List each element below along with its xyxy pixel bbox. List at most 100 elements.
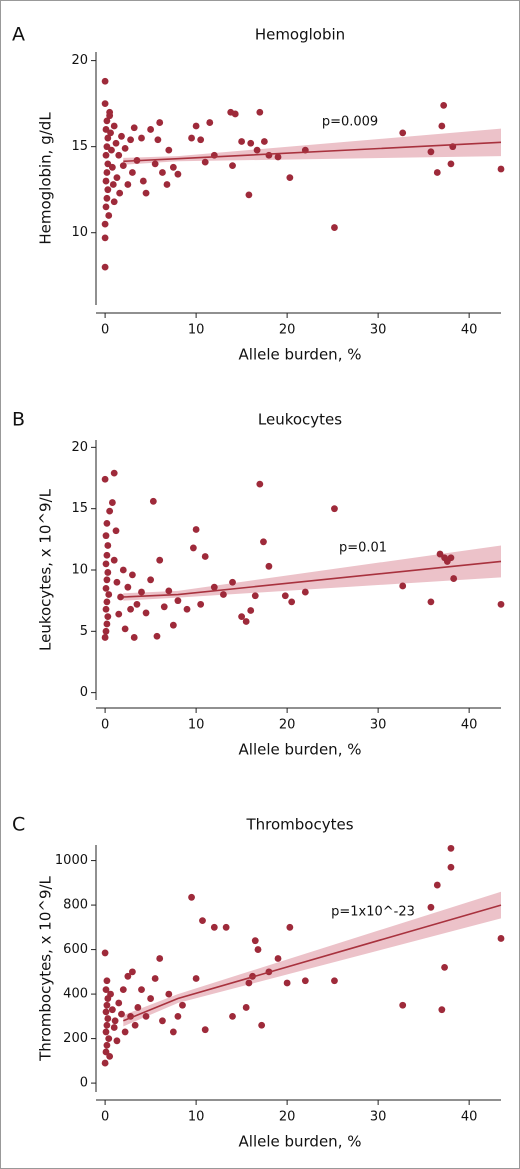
x-axis-label: Allele burden, %: [239, 1133, 362, 1151]
x-tick-label: 30: [370, 323, 387, 338]
data-point: [102, 560, 110, 568]
x-tick-label: 0: [101, 718, 109, 733]
data-point: [102, 177, 110, 185]
data-point: [103, 551, 111, 559]
y-tick-label: 20: [71, 440, 88, 455]
data-point: [156, 955, 164, 962]
data-point: [149, 497, 157, 505]
data-point: [108, 163, 116, 171]
panel-letter: A: [12, 24, 25, 46]
data-point: [210, 923, 218, 931]
annotation: p=1x10^-23: [331, 905, 415, 920]
data-point: [116, 189, 124, 197]
x-tick-label: 40: [461, 718, 478, 733]
confidence-band: [123, 545, 501, 601]
data-point: [138, 986, 145, 994]
data-point: [101, 949, 109, 957]
data-point: [104, 569, 112, 576]
data-point: [104, 134, 112, 142]
data-point: [110, 1024, 118, 1031]
data-point: [447, 863, 455, 871]
data-point: [497, 165, 505, 173]
data-point: [251, 592, 259, 600]
data-point: [103, 519, 111, 527]
data-point: [121, 1028, 129, 1036]
data-point: [127, 136, 134, 144]
data-point: [427, 598, 435, 606]
data-point: [124, 972, 132, 980]
data-point: [399, 129, 407, 137]
data-point: [113, 1037, 121, 1045]
data-point: [119, 986, 127, 994]
y-axis-label: Hemoglobin, g/dL: [37, 112, 55, 245]
data-point: [188, 134, 195, 142]
data-point: [112, 139, 120, 147]
data-point: [165, 587, 173, 595]
data-point: [447, 554, 455, 562]
data-point: [274, 955, 282, 962]
panel-letter: B: [12, 409, 25, 431]
data-point: [265, 151, 273, 159]
data-point: [247, 139, 255, 147]
data-point: [102, 532, 110, 540]
data-point: [192, 122, 200, 130]
data-point: [113, 578, 121, 586]
data-point: [179, 1001, 186, 1009]
data-point: [265, 562, 273, 570]
data-point: [331, 505, 338, 513]
y-tick-label: 800: [63, 898, 88, 913]
data-point: [102, 1028, 110, 1036]
data-point: [117, 593, 124, 601]
annotation: p=0.009: [322, 115, 378, 130]
data-point: [450, 575, 458, 582]
data-point: [238, 138, 246, 145]
data-point: [118, 132, 125, 140]
data-point: [134, 1004, 142, 1011]
y-tick-label: 600: [63, 942, 88, 957]
y-tick-label: 200: [63, 1031, 88, 1046]
data-point: [165, 146, 173, 154]
data-point: [109, 181, 117, 188]
annotation: p=0.01: [339, 541, 387, 556]
data-point: [399, 582, 407, 590]
y-tick-label: 15: [71, 139, 88, 154]
y-tick-label: 10: [71, 563, 88, 578]
data-point: [222, 923, 230, 931]
data-point: [115, 999, 123, 1007]
y-tick-label: 0: [80, 685, 88, 700]
data-point: [201, 158, 209, 166]
data-point: [102, 605, 110, 613]
data-point: [497, 935, 505, 942]
x-tick-label: 10: [188, 718, 205, 733]
data-point: [197, 136, 205, 144]
data-point: [101, 220, 109, 228]
data-point: [102, 584, 110, 592]
x-tick-label: 40: [461, 1110, 478, 1125]
data-point: [103, 1021, 111, 1029]
data-point: [101, 100, 109, 108]
data-point: [151, 975, 159, 982]
data-point: [447, 160, 455, 168]
data-point: [169, 621, 177, 629]
data-point: [103, 1001, 111, 1009]
confidence-band: [123, 128, 501, 165]
data-point: [151, 160, 159, 168]
panel-letter: C: [12, 814, 25, 836]
data-point: [188, 893, 195, 901]
data-point: [142, 1012, 150, 1020]
x-tick-label: 0: [101, 1110, 109, 1125]
data-point: [256, 108, 264, 116]
data-point: [245, 191, 253, 199]
y-tick-label: 15: [71, 501, 88, 516]
data-point: [438, 1006, 446, 1014]
data-point: [107, 990, 114, 998]
data-point: [105, 591, 113, 598]
data-point: [102, 986, 110, 994]
data-point: [433, 881, 441, 889]
data-point: [189, 544, 197, 552]
data-point: [497, 600, 505, 608]
x-tick-label: 30: [370, 718, 387, 733]
data-point: [102, 151, 110, 159]
data-point: [229, 1012, 236, 1020]
